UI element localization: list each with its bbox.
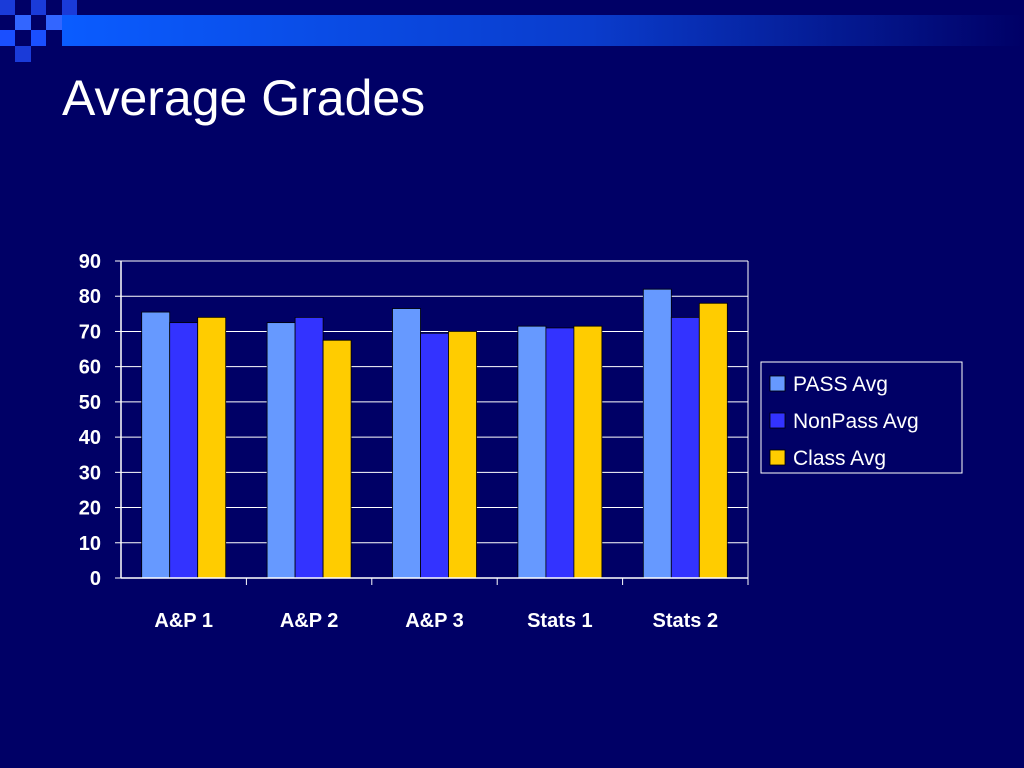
bar-class-avg-a-p-1 <box>197 316 227 579</box>
x-tick-label: A&P 3 <box>405 610 464 632</box>
y-tick-label: 0 <box>90 568 101 590</box>
decorative-squares <box>0 0 77 62</box>
x-tick-label: A&P 2 <box>280 610 339 632</box>
y-tick-label: 60 <box>79 357 101 379</box>
legend-swatch <box>769 375 786 392</box>
y-tick-label: 80 <box>79 286 101 308</box>
bar-class-avg-a-p-3 <box>448 331 477 579</box>
x-tick-label: A&P 1 <box>154 610 213 632</box>
y-tick-label: 70 <box>79 321 101 343</box>
bar-pass-avg-a-p-2 <box>266 322 296 579</box>
legend-label: Class Avg <box>793 447 886 470</box>
header-gradient-bar <box>62 15 1024 46</box>
bar-class-avg-stats-2 <box>698 302 728 579</box>
slide-title: Average Grades <box>62 70 426 126</box>
bar-pass-avg-a-p-3 <box>392 308 421 579</box>
bars <box>141 288 728 579</box>
x-tick-labels: A&P 1 A&P 2 A&P 3 Stats 1 Stats 2 <box>154 610 718 632</box>
y-tick-label: 50 <box>79 392 101 414</box>
bar-nonpass-avg-a-p-3 <box>420 332 449 579</box>
y-tick-label: 20 <box>79 498 101 520</box>
bar-nonpass-avg-a-p-1 <box>169 322 199 579</box>
legend-swatch <box>769 449 786 466</box>
legend-label: PASS Avg <box>793 373 888 396</box>
axes <box>115 260 749 585</box>
x-tick-label: Stats 1 <box>527 610 593 632</box>
y-tick-label: 90 <box>79 251 101 273</box>
legend-box <box>760 361 963 474</box>
bar-nonpass-avg-stats-1 <box>545 327 575 579</box>
y-tick-labels: 0 10 20 30 40 50 60 70 80 90 <box>79 251 101 590</box>
y-tick-label: 40 <box>79 427 101 449</box>
bar-pass-avg-stats-2 <box>642 288 672 579</box>
x-tick-label: Stats 2 <box>653 610 719 632</box>
bar-nonpass-avg-stats-2 <box>670 316 700 579</box>
y-tick-label: 30 <box>79 462 101 484</box>
bar-nonpass-avg-a-p-2 <box>294 316 324 579</box>
legend-swatch <box>769 412 786 429</box>
legend-label: NonPass Avg <box>793 410 919 433</box>
y-tick-label: 10 <box>79 533 101 555</box>
bar-class-avg-a-p-2 <box>322 339 352 579</box>
legend: PASS Avg NonPass Avg Class Avg <box>760 361 963 474</box>
bar-pass-avg-a-p-1 <box>141 311 171 579</box>
decorative-header-band <box>0 0 1024 62</box>
bar-pass-avg-stats-1 <box>517 325 547 579</box>
bar-class-avg-stats-1 <box>573 325 603 579</box>
